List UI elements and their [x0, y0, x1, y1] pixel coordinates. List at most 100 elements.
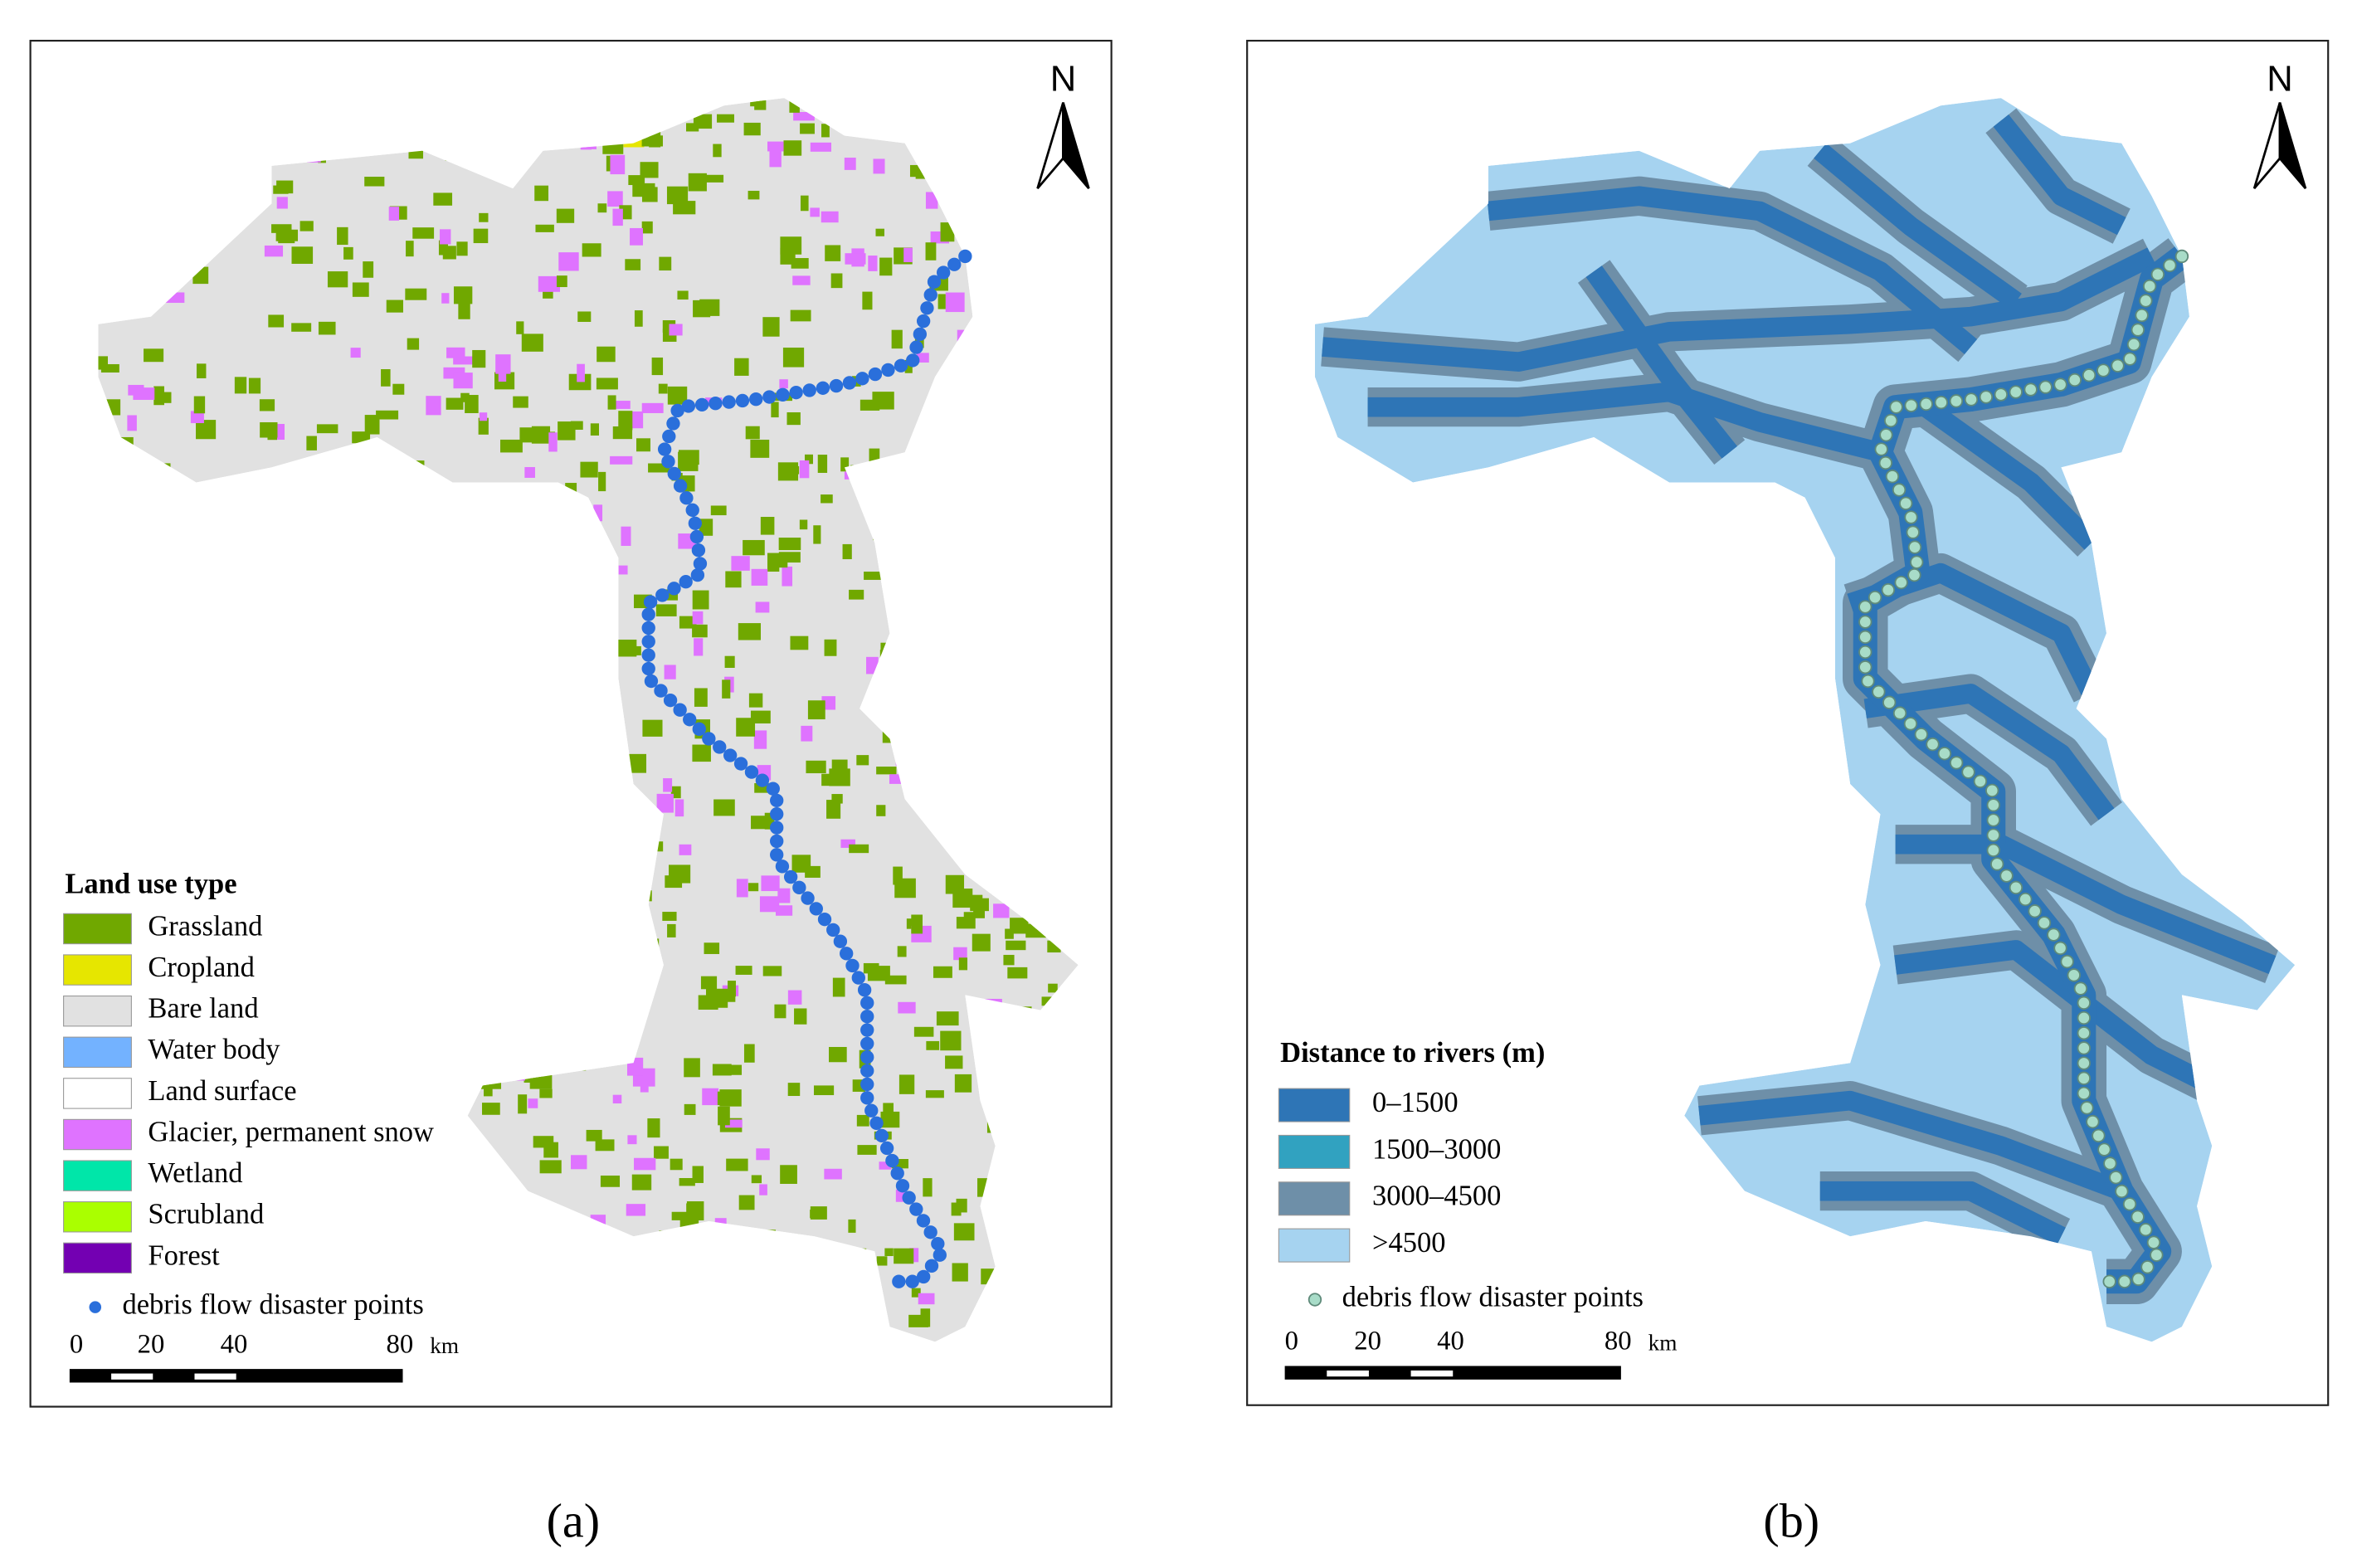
scale-label: 0	[70, 1329, 83, 1359]
land-patch	[629, 753, 647, 773]
land-patch	[667, 386, 688, 405]
land-patch	[666, 186, 689, 205]
land-patch	[306, 436, 317, 450]
legend-swatch	[63, 1201, 132, 1233]
land-patch	[453, 373, 473, 389]
land-patch	[656, 793, 674, 813]
land-patch	[381, 369, 391, 387]
land-patch	[610, 154, 626, 175]
land-patch	[556, 275, 567, 288]
land-patch	[829, 1046, 847, 1063]
scale-segment	[194, 1373, 236, 1380]
land-patch	[692, 590, 709, 610]
land-patch	[821, 211, 839, 223]
land-patch	[264, 245, 284, 257]
land-patch	[498, 369, 507, 382]
land-patch	[363, 261, 374, 278]
legend-label: Water body	[148, 1034, 280, 1065]
land-patch	[777, 462, 799, 481]
scale-label: 40	[1437, 1327, 1464, 1356]
legend-label: 1500–3000	[1372, 1133, 1501, 1165]
land-patch	[692, 611, 704, 625]
land-patch	[875, 228, 884, 236]
legend-title: Land use type	[65, 868, 236, 899]
land-patch	[849, 844, 869, 854]
land-patch	[908, 1248, 919, 1263]
land-patch	[716, 114, 734, 123]
land-patch	[1048, 983, 1058, 993]
land-patch	[972, 894, 983, 903]
land-patch	[352, 431, 371, 444]
legend-label: debris flow disaster points	[1342, 1281, 1644, 1312]
scale-label: 20	[1354, 1327, 1381, 1356]
land-patch	[972, 933, 991, 952]
land-patch	[923, 1178, 933, 1197]
land-patch	[663, 778, 673, 792]
legend-swatch	[1278, 1088, 1351, 1122]
land-patch	[655, 604, 677, 616]
land-patch	[743, 122, 761, 136]
land-patch	[736, 718, 756, 737]
land-patch	[558, 252, 579, 271]
land-patch	[144, 348, 164, 363]
land-patch	[627, 1135, 637, 1145]
land-patch	[642, 719, 663, 737]
land-patch	[800, 195, 809, 212]
land-patch	[535, 224, 554, 232]
land-patch	[958, 957, 968, 971]
land-patch	[678, 451, 699, 471]
land-patch	[662, 912, 677, 921]
land-patch	[801, 725, 813, 742]
legend-point	[89, 1301, 102, 1313]
land-patch	[844, 158, 856, 170]
land-patch	[842, 543, 852, 560]
land-patch	[794, 1008, 807, 1025]
land-patch	[889, 774, 906, 784]
land-patch	[453, 286, 473, 304]
land-patch	[925, 242, 937, 261]
land-patch	[580, 461, 598, 478]
land-patch	[876, 1256, 888, 1266]
legend-label: Bare land	[148, 993, 258, 1025]
land-patch	[539, 1088, 553, 1098]
land-patch	[743, 539, 765, 556]
scale-unit: km	[1648, 1330, 1678, 1355]
land-patch	[880, 1111, 900, 1128]
land-patch	[513, 396, 528, 408]
land-patch	[686, 123, 699, 132]
land-patch	[612, 208, 623, 226]
land-patch	[679, 1177, 695, 1186]
land-patch	[677, 290, 689, 300]
legend-swatch	[63, 954, 132, 986]
legend-swatch	[63, 1118, 132, 1151]
land-patch	[884, 1248, 894, 1256]
land-patch	[453, 356, 475, 365]
land-patch	[558, 421, 576, 441]
land-patch	[593, 504, 603, 522]
legend-label: Cropland	[148, 952, 254, 983]
panel: Land use type Grassland Cropland Bare land W…	[29, 39, 1113, 1408]
legend-label: Scrubland	[148, 1199, 264, 1230]
land-patch	[674, 799, 684, 817]
land-patch	[350, 348, 361, 358]
land-patch	[586, 1129, 602, 1142]
land-patch	[539, 1160, 562, 1174]
land-patch	[908, 1314, 928, 1327]
land-patch	[412, 227, 435, 239]
land-patch	[1007, 967, 1028, 979]
land-patch	[316, 424, 338, 434]
land-patch	[762, 966, 782, 976]
land-patch	[786, 411, 801, 426]
land-patch	[630, 227, 643, 246]
land-patch	[774, 1004, 786, 1019]
land-patch	[590, 423, 600, 436]
land-patch	[659, 256, 672, 271]
land-patch	[318, 321, 336, 335]
land-patch	[641, 221, 653, 234]
land-patch	[779, 379, 788, 389]
land-patch	[750, 98, 764, 107]
land-patch	[556, 208, 575, 223]
land-patch	[748, 190, 760, 200]
land-patch	[940, 1030, 962, 1051]
land-patch	[751, 568, 768, 586]
